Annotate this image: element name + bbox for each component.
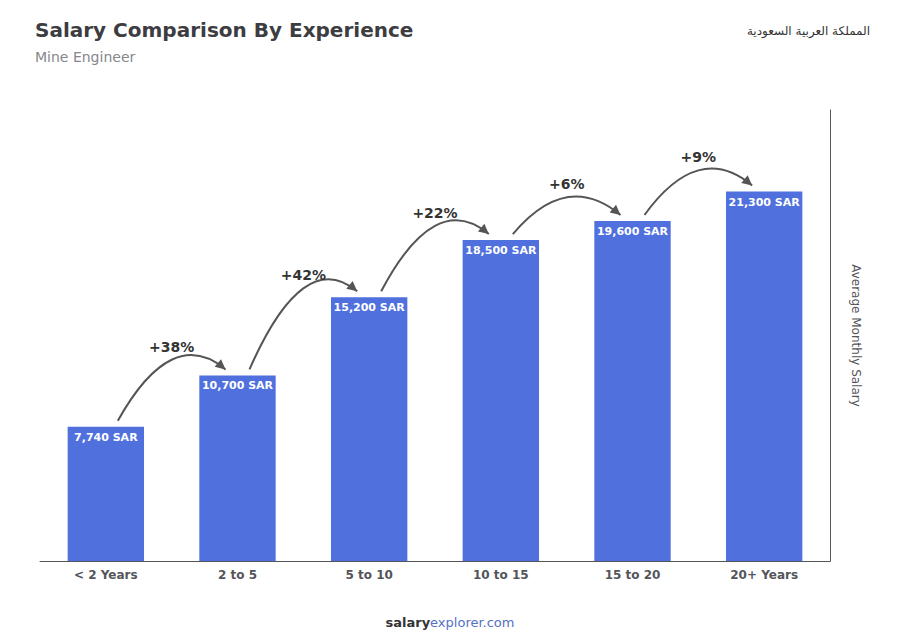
svg-text:< 2 Years: < 2 Years: [74, 568, 138, 582]
svg-text:Salary Comparison By Experienc: Salary Comparison By Experience: [35, 18, 413, 42]
svg-text:Average Monthly Salary: Average Monthly Salary: [849, 264, 863, 407]
svg-text:+42%: +42%: [281, 267, 326, 283]
svg-text:15,200 SAR: 15,200 SAR: [334, 301, 406, 314]
svg-text:20+ Years: 20+ Years: [730, 568, 798, 582]
svg-text:المملكة العربية السعودية: المملكة العربية السعودية: [747, 24, 870, 39]
svg-text:+22%: +22%: [412, 205, 457, 221]
svg-text:19,600 SAR: 19,600 SAR: [597, 225, 669, 238]
svg-text:18,500 SAR: 18,500 SAR: [465, 244, 537, 257]
svg-text:7,740 SAR: 7,740 SAR: [74, 431, 138, 444]
svg-text:+38%: +38%: [149, 339, 194, 355]
svg-text:15 to 20: 15 to 20: [605, 568, 661, 582]
svg-text:5 to 10: 5 to 10: [345, 568, 392, 582]
svg-text:2 to 5: 2 to 5: [218, 568, 257, 582]
svg-text:10 to 15: 10 to 15: [473, 568, 529, 582]
svg-text:salary: salary: [385, 615, 430, 630]
svg-text:+9%: +9%: [681, 149, 717, 165]
svg-text:explorer.com: explorer.com: [430, 615, 514, 630]
svg-text:+6%: +6%: [549, 176, 585, 192]
svg-text:21,300 SAR: 21,300 SAR: [729, 196, 801, 209]
svg-text:10,700 SAR: 10,700 SAR: [202, 379, 274, 392]
svg-text:Mine Engineer: Mine Engineer: [35, 49, 136, 65]
